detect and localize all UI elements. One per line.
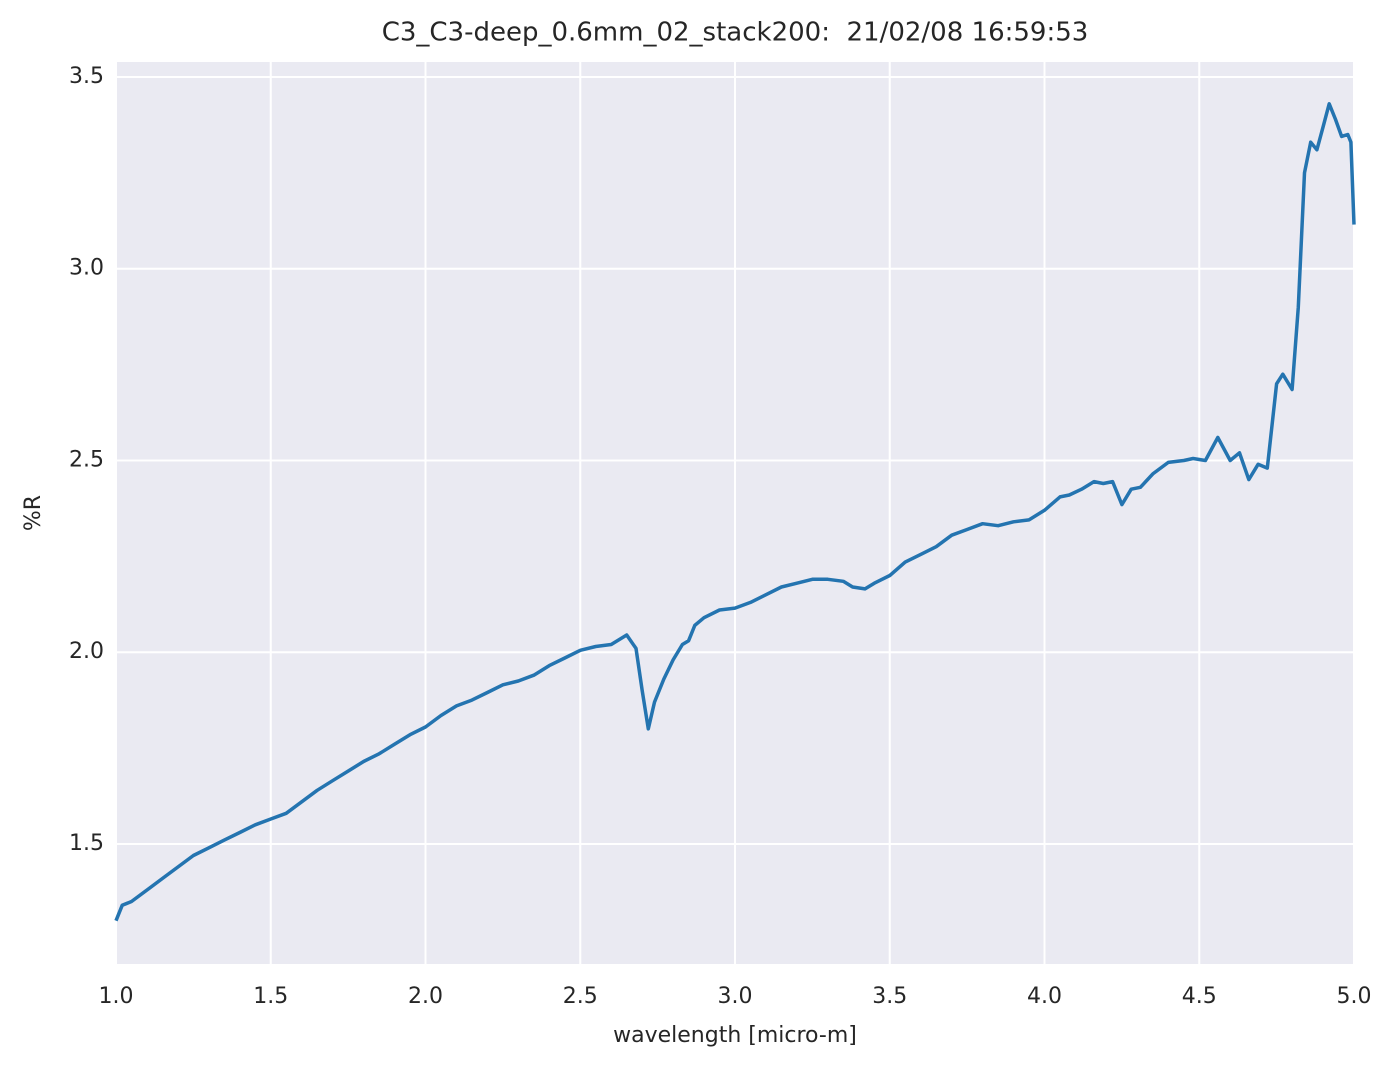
x-tick-label: 1.5: [253, 984, 288, 1009]
x-tick-label: 4.5: [1182, 984, 1217, 1009]
y-tick-label: 2.0: [69, 639, 104, 664]
x-tick-label: 2.5: [563, 984, 598, 1009]
y-tick-label: 3.0: [69, 256, 104, 281]
x-tick-label: 1.0: [99, 984, 134, 1009]
x-tick-label: 3.0: [718, 984, 753, 1009]
x-tick-label: 3.5: [872, 984, 907, 1009]
y-tick-label: 3.5: [69, 64, 104, 89]
x-tick-label: 4.0: [1027, 984, 1062, 1009]
y-axis-label: %R: [21, 495, 46, 531]
x-axis-label: wavelength [micro-m]: [613, 1023, 857, 1048]
y-tick-label: 2.5: [69, 447, 104, 472]
chart-title: C3_C3-deep_0.6mm_02_stack200: 21/02/08 1…: [382, 18, 1089, 48]
data-line: [114, 102, 1356, 922]
x-tick-label: 5.0: [1337, 984, 1372, 1009]
x-tick-label: 2.0: [408, 984, 443, 1009]
y-tick-label: 1.5: [69, 831, 104, 856]
